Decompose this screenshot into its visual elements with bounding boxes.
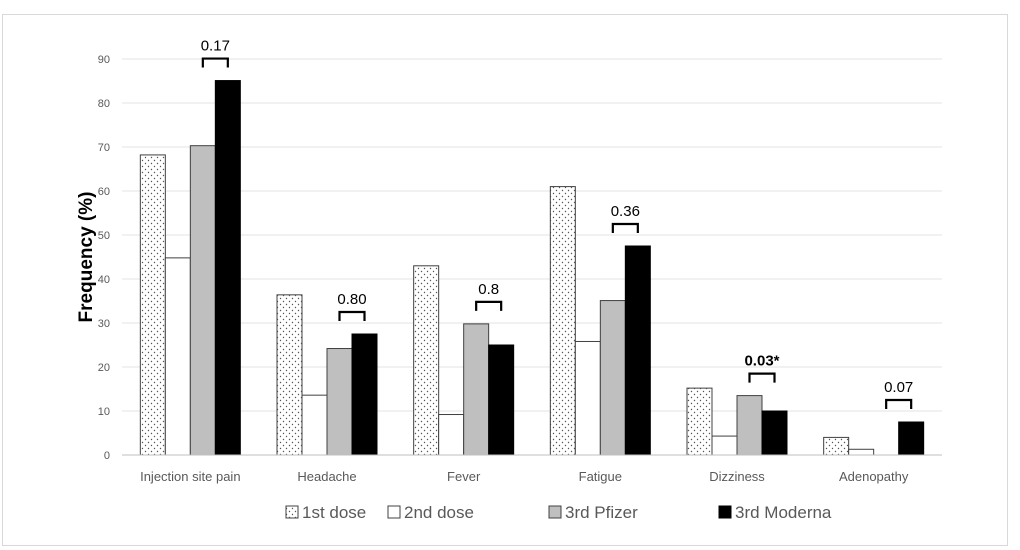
p-value-label: 0.07 xyxy=(884,379,913,396)
bar-2nd-dose xyxy=(848,448,875,456)
category-label: Headache xyxy=(297,469,356,484)
y-tick-label: 40 xyxy=(98,274,110,286)
bar-2nd-dose xyxy=(711,435,738,456)
y-tick-label: 20 xyxy=(98,362,110,374)
bar-2nd-dose xyxy=(301,394,328,456)
bar-2nd-dose xyxy=(164,257,191,456)
category-label: Injection site pain xyxy=(140,469,240,484)
bar-1st-dose xyxy=(823,436,850,456)
bar-1st-dose xyxy=(549,186,576,456)
bar-1st-dose xyxy=(686,387,713,456)
bar-3rd-moderna xyxy=(624,245,651,456)
legend-label: 3rd Pfizer xyxy=(565,503,638,522)
y-tick-label: 80 xyxy=(98,98,110,110)
bar-3rd-pfizer xyxy=(189,145,216,456)
significance-bracket xyxy=(885,398,913,409)
bar-1st-dose xyxy=(139,154,166,456)
legend-swatch xyxy=(387,505,401,519)
y-axis-label: Frequency (%) xyxy=(76,192,97,323)
category-label: Fatigue xyxy=(579,469,622,484)
legend: 1st dose 2nd dose 3rd Pfizer 3rd Moderna xyxy=(285,503,832,522)
legend-label: 1st dose xyxy=(302,503,366,522)
legend-swatch xyxy=(548,505,562,519)
legend-swatch xyxy=(718,505,732,519)
y-axis-ticks: 0 10 20 30 40 50 60 70 80 90 xyxy=(98,54,110,462)
bar-3rd-pfizer xyxy=(326,348,353,456)
bar-3rd-moderna xyxy=(214,80,241,456)
y-tick-label: 50 xyxy=(98,230,110,242)
p-value-annotations: 0.17 0.80 0.8 0.36 0.03* 0.07 xyxy=(201,38,913,409)
bar-3rd-pfizer xyxy=(736,395,763,456)
p-value-label: 0.36 xyxy=(611,203,640,220)
y-tick-label: 60 xyxy=(98,186,110,198)
bar-3rd-moderna xyxy=(351,333,378,456)
y-tick-label: 70 xyxy=(98,142,110,154)
category-label: Dizziness xyxy=(709,469,765,484)
bar-3rd-pfizer xyxy=(463,323,490,456)
legend-label: 2nd dose xyxy=(404,503,474,522)
y-tick-label: 10 xyxy=(98,406,110,418)
bar-2nd-dose xyxy=(574,340,601,456)
x-axis-labels: Injection site pain Headache Fever Fatigue D… xyxy=(140,469,909,484)
p-value-label: 0.03* xyxy=(744,353,779,370)
bar-1st-dose xyxy=(276,294,303,456)
significance-bracket xyxy=(338,310,366,321)
bar-3rd-moderna xyxy=(761,410,788,456)
bar-3rd-pfizer xyxy=(599,300,626,456)
significance-bracket xyxy=(748,372,776,383)
y-tick-label: 90 xyxy=(98,54,110,66)
bar-3rd-moderna xyxy=(488,344,515,456)
legend-label: 3rd Moderna xyxy=(735,503,832,522)
bar-1st-dose xyxy=(413,265,440,456)
category-label: Fever xyxy=(447,469,481,484)
p-value-label: 0.80 xyxy=(337,291,366,308)
y-tick-label: 0 xyxy=(104,450,110,462)
bars xyxy=(139,80,925,456)
p-value-label: 0.17 xyxy=(201,38,230,55)
gridlines xyxy=(122,58,942,412)
legend-swatch xyxy=(285,505,299,519)
bar-2nd-dose xyxy=(438,414,465,456)
p-value-label: 0.8 xyxy=(478,281,499,298)
significance-bracket xyxy=(611,222,639,233)
category-label: Adenopathy xyxy=(839,469,909,484)
y-tick-label: 30 xyxy=(98,318,110,330)
significance-bracket xyxy=(475,300,503,311)
bar-3rd-moderna xyxy=(898,421,925,456)
significance-bracket xyxy=(201,57,229,68)
